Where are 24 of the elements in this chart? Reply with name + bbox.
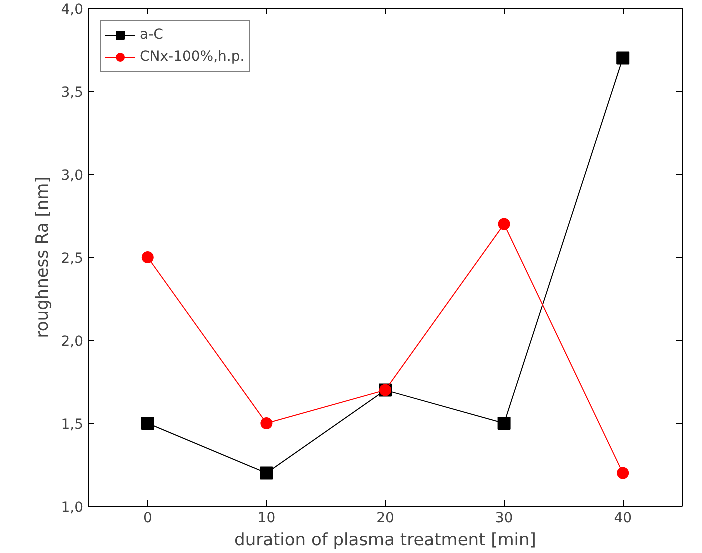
- x-tick-label: 40: [614, 510, 632, 526]
- point: [617, 467, 630, 480]
- point: [260, 466, 274, 480]
- point: [498, 417, 511, 430]
- y-tick-label: 3,0: [61, 168, 84, 184]
- x-tick-label: 0: [143, 510, 152, 526]
- y-tick-label: 2,0: [61, 334, 84, 350]
- point: [616, 52, 630, 65]
- y-axis-title: roughness Ra [nm]: [33, 176, 54, 338]
- point: [141, 417, 154, 430]
- y-tick-label: 1,5: [61, 417, 84, 433]
- y-tick-label: 1,0: [61, 500, 84, 516]
- x-tick-label: 10: [258, 510, 276, 526]
- point: [498, 218, 510, 230]
- point: [142, 252, 154, 264]
- y-tick-label: 3,5: [61, 85, 84, 101]
- x-tick-label: 30: [495, 510, 514, 526]
- x-tick-label: 20: [376, 510, 394, 526]
- y-tick-label: 2,5: [61, 251, 84, 267]
- y-tick-label: 4,0: [61, 2, 84, 18]
- legend-label: CNx-100%,h.p.: [140, 49, 245, 65]
- point: [260, 418, 273, 430]
- legend-label: a-C: [140, 27, 164, 43]
- x-axis-title: duration of plasma treatment [min]: [234, 530, 536, 550]
